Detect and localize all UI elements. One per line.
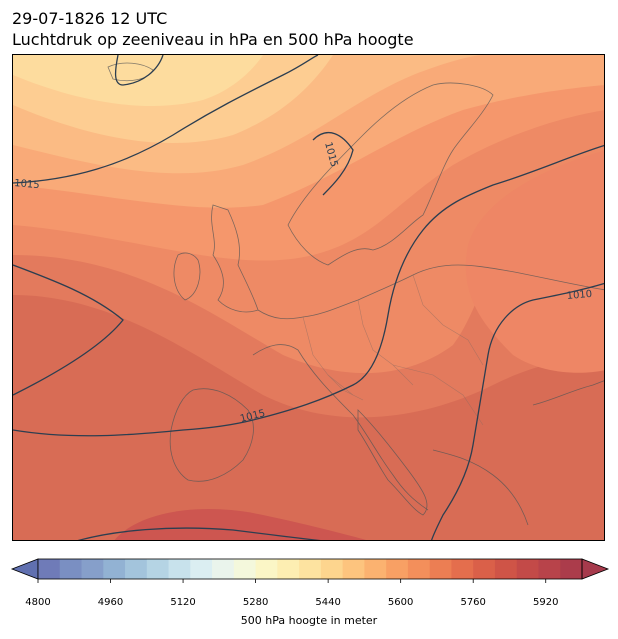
coastlines bbox=[107, 62, 604, 526]
colorbar-segment bbox=[364, 559, 387, 579]
colorbar-segment bbox=[494, 559, 518, 579]
country-borders bbox=[302, 274, 484, 426]
colorbar-tick-label: 5440 bbox=[315, 597, 341, 608]
map-svg: 1015 1015 1015 1010 bbox=[13, 55, 604, 540]
isobars bbox=[13, 55, 604, 540]
colorbar-segment bbox=[429, 559, 452, 579]
colorbar-segment bbox=[386, 559, 409, 579]
border-3 bbox=[412, 274, 484, 366]
isobar-label-1015-west: 1015 bbox=[14, 178, 40, 191]
colorbar-segment bbox=[81, 559, 104, 579]
colorbar-segment bbox=[168, 559, 191, 579]
colorbar-segment bbox=[320, 559, 344, 579]
colorbar-tick-label: 4960 bbox=[97, 597, 124, 608]
colorbar bbox=[10, 558, 610, 583]
coast-scandinavia bbox=[287, 82, 494, 266]
coast-continent bbox=[169, 264, 604, 526]
coast-italy bbox=[357, 409, 428, 516]
colorbar-tick-label: 4800 bbox=[25, 597, 51, 608]
colorbar-segment bbox=[255, 559, 278, 579]
isobar-label-1010-east: 1010 bbox=[566, 289, 592, 302]
colorbar-segment bbox=[451, 559, 474, 579]
coast-ireland bbox=[173, 252, 201, 301]
colorbar-frame bbox=[37, 558, 583, 580]
colorbar-segment bbox=[190, 559, 213, 579]
colorbar-segment bbox=[299, 559, 322, 579]
isobar-1015-norway bbox=[312, 131, 354, 196]
isobar-1015-north-top bbox=[114, 55, 164, 86]
height-band-south-pool bbox=[114, 509, 367, 540]
colorbar-segment bbox=[38, 559, 61, 579]
isobar-1015-west bbox=[13, 264, 124, 396]
colorbar-segment bbox=[277, 559, 300, 579]
isobar-1015-north bbox=[13, 55, 319, 184]
border-1 bbox=[302, 316, 354, 396]
isobar-1015-south bbox=[13, 144, 604, 437]
colorbar-tick-label: 5120 bbox=[170, 597, 196, 608]
colorbar-segment bbox=[342, 559, 365, 579]
colorbar-tick-label: 5920 bbox=[532, 597, 559, 608]
colorbar-segment bbox=[560, 559, 583, 579]
height-band-east-lobe bbox=[465, 150, 604, 373]
colorbar-segment bbox=[538, 559, 561, 579]
colorbar-under-arrow bbox=[10, 558, 39, 580]
colorbar-label: 500 hPa hoogte in meter bbox=[240, 614, 378, 627]
colorbar-tick-label: 5280 bbox=[242, 597, 269, 608]
colorbar-segment bbox=[59, 559, 83, 579]
isobar-1010-east bbox=[430, 282, 604, 540]
colorbar-segment bbox=[146, 559, 170, 579]
colorbar-segment bbox=[125, 559, 148, 579]
coast-britain bbox=[211, 204, 259, 313]
colorbar-segment bbox=[103, 559, 126, 579]
map-datetime: 29-07-1826 12 UTC bbox=[12, 9, 168, 28]
colorbar-segment bbox=[516, 559, 539, 579]
colorbar-segment bbox=[212, 559, 235, 579]
colorbar-over-arrow bbox=[581, 558, 610, 580]
colorbar-segment bbox=[233, 559, 257, 579]
colorbar-tick-label: 5600 bbox=[387, 597, 414, 608]
border-4 bbox=[392, 364, 484, 426]
colorbar-tick-label: 5760 bbox=[460, 597, 486, 608]
title-block: 29-07-1826 12 UTC Luchtdruk op zeeniveau… bbox=[12, 8, 414, 50]
weather-map: 1015 1015 1015 1010 bbox=[12, 54, 605, 541]
isobar-1015-lower bbox=[77, 527, 321, 540]
colorbar-segment bbox=[473, 559, 496, 579]
map-title: Luchtdruk op zeeniveau in hPa en 500 hPa… bbox=[12, 30, 414, 49]
coast-iceland bbox=[107, 62, 154, 82]
border-2 bbox=[357, 299, 414, 386]
colorbar-segment bbox=[407, 559, 431, 579]
